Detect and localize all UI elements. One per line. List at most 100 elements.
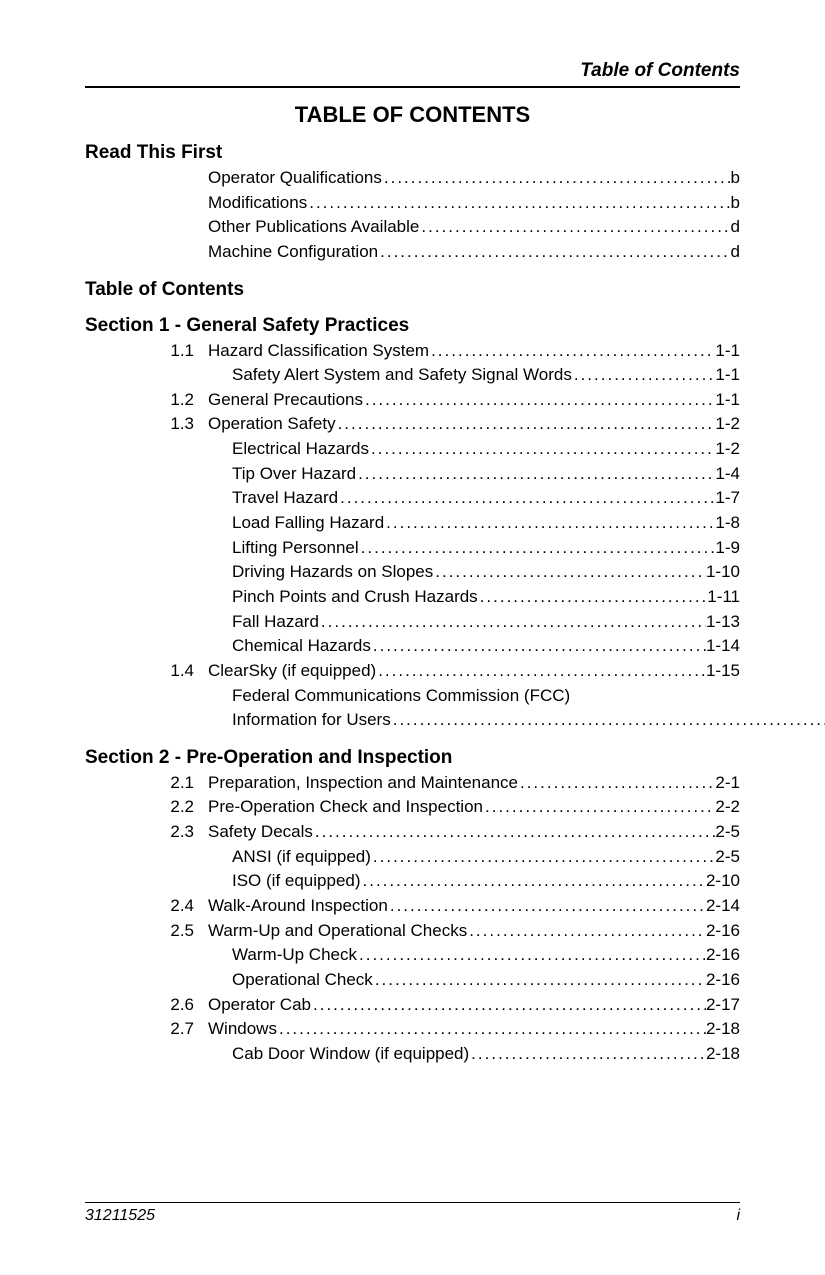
toc-entry-page: 1-1 bbox=[715, 339, 740, 364]
toc-entry-page: 2-16 bbox=[706, 919, 740, 944]
toc-dots: ........................................… bbox=[469, 1042, 706, 1067]
toc-dots: ........................................… bbox=[518, 771, 715, 796]
toc-dots: ........................................… bbox=[313, 820, 716, 845]
toc-dots: ........................................… bbox=[373, 968, 706, 993]
toc-row: Modifications...........................… bbox=[160, 191, 740, 216]
toc-entry-title: Operational Check bbox=[232, 968, 373, 993]
toc-dots: ........................................… bbox=[391, 708, 825, 733]
toc-row: Cab Door Window (if equipped)...........… bbox=[160, 1042, 740, 1067]
toc-entry-title: Tip Over Hazard bbox=[232, 462, 356, 487]
toc-dots: ........................................… bbox=[382, 166, 731, 191]
toc-entry-page: b bbox=[731, 191, 740, 216]
toc-dots: ........................................… bbox=[429, 339, 715, 364]
toc-row: 2.1Preparation, Inspection and Maintenan… bbox=[160, 771, 740, 796]
toc-dots: ........................................… bbox=[478, 585, 708, 610]
toc-entry-page: 1-13 bbox=[706, 610, 740, 635]
toc-entry-page: 1-2 bbox=[715, 437, 740, 462]
toc-entry-page: b bbox=[731, 166, 740, 191]
toc-dots: ........................................… bbox=[369, 437, 715, 462]
toc-dots: ........................................… bbox=[467, 919, 706, 944]
toc-entry-page: 2-18 bbox=[706, 1042, 740, 1067]
toc-dots: ........................................… bbox=[384, 511, 715, 536]
toc-group-read-first: Operator Qualifications.................… bbox=[160, 166, 740, 265]
toc-row: Travel Hazard...........................… bbox=[160, 486, 740, 511]
toc-entry-title: Operator Qualifications bbox=[208, 166, 382, 191]
main-title: TABLE OF CONTENTS bbox=[85, 102, 740, 128]
toc-dots: ........................................… bbox=[356, 462, 715, 487]
toc-entry-title: Warm-Up Check bbox=[232, 943, 357, 968]
toc-row: 2.7Windows..............................… bbox=[160, 1017, 740, 1042]
toc-entry-number: 1.4 bbox=[160, 659, 208, 684]
toc-row: Pinch Points and Crush Hazards..........… bbox=[160, 585, 740, 610]
toc-entry-page: 1-8 bbox=[715, 511, 740, 536]
toc-dots: ........................................… bbox=[419, 215, 730, 240]
toc-row: Warm-Up Check...........................… bbox=[160, 943, 740, 968]
toc-entry-title: General Precautions bbox=[208, 388, 363, 413]
toc-entry-title: Electrical Hazards bbox=[232, 437, 369, 462]
toc-entry-title: ClearSky (if equipped) bbox=[208, 659, 376, 684]
toc-entry-title: Pre-Operation Check and Inspection bbox=[208, 795, 483, 820]
footer-left: 31211525 bbox=[85, 1207, 155, 1225]
toc-entry-number: 1.1 bbox=[160, 339, 208, 364]
toc-row: ISO (if equipped).......................… bbox=[160, 869, 740, 894]
toc-group-section1: 1.1Hazard Classification System.........… bbox=[160, 339, 740, 733]
toc-entry-page: 1-2 bbox=[715, 412, 740, 437]
toc-entry-title: Safety Alert System and Safety Signal Wo… bbox=[232, 363, 572, 388]
toc-row: Lifting Personnel.......................… bbox=[160, 536, 740, 561]
toc-entry-page: 2-16 bbox=[706, 968, 740, 993]
toc-row: Electrical Hazards......................… bbox=[160, 437, 740, 462]
toc-group-section2: 2.1Preparation, Inspection and Maintenan… bbox=[160, 771, 740, 1067]
toc-entry-number: 1.3 bbox=[160, 412, 208, 437]
toc-entry-page: 1-10 bbox=[706, 560, 740, 585]
toc-entry-page: 1-7 bbox=[715, 486, 740, 511]
toc-entry-title: Driving Hazards on Slopes bbox=[232, 560, 433, 585]
toc-entry-title: Operation Safety bbox=[208, 412, 336, 437]
toc-entry-page: 1-4 bbox=[715, 462, 740, 487]
toc-dots: ........................................… bbox=[336, 412, 716, 437]
toc-entry-title: Federal Communications Commission (FCC) bbox=[232, 684, 825, 709]
section-heading-read-first: Read This First bbox=[85, 142, 740, 164]
toc-row: 1.3Operation Safety.....................… bbox=[160, 412, 740, 437]
toc-entry-title: Warm-Up and Operational Checks bbox=[208, 919, 467, 944]
toc-row: Safety Alert System and Safety Signal Wo… bbox=[160, 363, 740, 388]
toc-dots: ........................................… bbox=[371, 845, 716, 870]
toc-entry-title: Cab Door Window (if equipped) bbox=[232, 1042, 469, 1067]
toc-row: Operator Qualifications.................… bbox=[160, 166, 740, 191]
toc-dots: ........................................… bbox=[311, 993, 706, 1018]
toc-dots: ........................................… bbox=[361, 869, 706, 894]
toc-dots: ........................................… bbox=[483, 795, 715, 820]
toc-entry-number: 2.2 bbox=[160, 795, 208, 820]
toc-row: Load Falling Hazard.....................… bbox=[160, 511, 740, 536]
toc-row: Machine Configuration...................… bbox=[160, 240, 740, 265]
footer-right: i bbox=[736, 1207, 740, 1225]
toc-dots: ........................................… bbox=[319, 610, 706, 635]
toc-dots: ........................................… bbox=[363, 388, 715, 413]
toc-entry-page: d bbox=[731, 240, 740, 265]
toc-entry-page: 2-5 bbox=[715, 820, 740, 845]
toc-entry-number: 2.1 bbox=[160, 771, 208, 796]
toc-entry-number: 2.5 bbox=[160, 919, 208, 944]
toc-entry-title: Fall Hazard bbox=[232, 610, 319, 635]
toc-entry-title: Walk-Around Inspection bbox=[208, 894, 388, 919]
toc-row: 2.3Safety Decals........................… bbox=[160, 820, 740, 845]
toc-entry-page: 1-11 bbox=[707, 585, 740, 610]
toc-entry-title: Pinch Points and Crush Hazards bbox=[232, 585, 478, 610]
header-rule bbox=[85, 86, 740, 88]
toc-entry-multiline-wrap: Federal Communications Commission (FCC)I… bbox=[232, 684, 825, 733]
toc-entry-title: Travel Hazard bbox=[232, 486, 338, 511]
toc-entry-number: 2.3 bbox=[160, 820, 208, 845]
toc-entry-title: Modifications bbox=[208, 191, 307, 216]
toc-row: Operational Check.......................… bbox=[160, 968, 740, 993]
toc-row: Other Publications Available............… bbox=[160, 215, 740, 240]
toc-dots: ........................................… bbox=[572, 363, 716, 388]
toc-entry-number: 2.7 bbox=[160, 1017, 208, 1042]
toc-entry-number: 2.6 bbox=[160, 993, 208, 1018]
toc-dots: ........................................… bbox=[338, 486, 715, 511]
toc-dots: ........................................… bbox=[307, 191, 730, 216]
toc-entry-title: Machine Configuration bbox=[208, 240, 378, 265]
toc-entry-title: ISO (if equipped) bbox=[232, 869, 361, 894]
toc-dots: ........................................… bbox=[357, 943, 706, 968]
toc-row: 2.2Pre-Operation Check and Inspection...… bbox=[160, 795, 740, 820]
toc-entry-page: 1-1 bbox=[715, 363, 740, 388]
toc-entry-page: 2-1 bbox=[715, 771, 740, 796]
